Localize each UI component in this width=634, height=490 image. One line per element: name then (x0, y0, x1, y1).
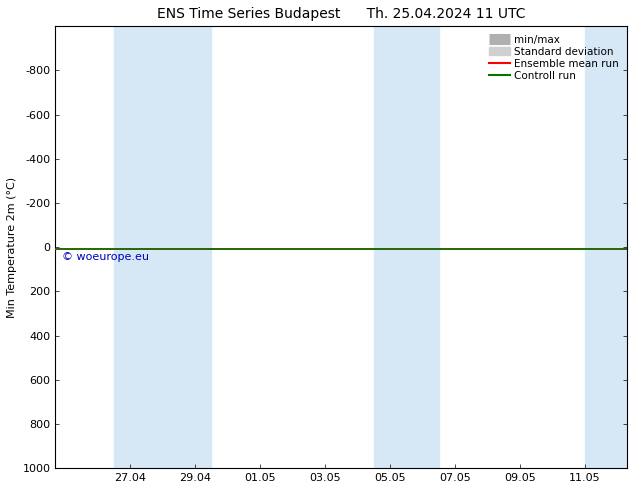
Bar (146, 26, 211, 468)
Text: © woeurope.eu: © woeurope.eu (62, 252, 149, 262)
Legend: min/max, Standard deviation, Ensemble mean run, Controll run: min/max, Standard deviation, Ensemble me… (486, 31, 622, 84)
Bar (406, 26, 439, 468)
Bar (585, 26, 627, 468)
Title: ENS Time Series Budapest      Th. 25.04.2024 11 UTC: ENS Time Series Budapest Th. 25.04.2024 … (157, 7, 526, 21)
Y-axis label: Min Temperature 2m (°C): Min Temperature 2m (°C) (7, 177, 17, 318)
Bar (373, 26, 406, 468)
Bar (114, 26, 146, 468)
